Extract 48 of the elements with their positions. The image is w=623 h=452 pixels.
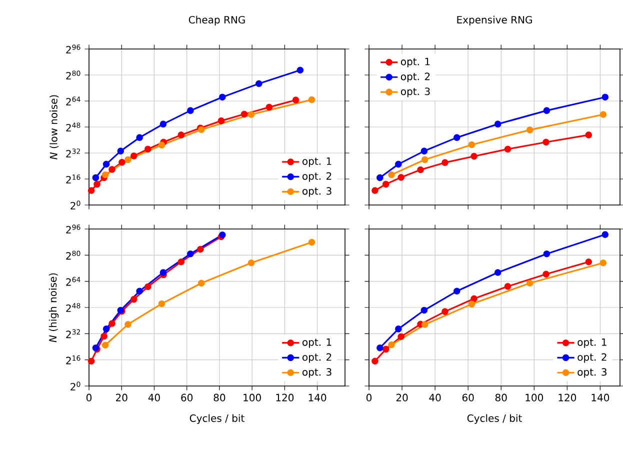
y-tick-label: 2$^{48}$ <box>66 122 80 132</box>
y-tick-label: 2$^{16}$ <box>66 174 80 184</box>
x-tick-label: 60 <box>462 394 474 402</box>
y-tick-label: 2$^{80}$ <box>66 250 80 260</box>
x-tick-label: 120 <box>558 394 576 402</box>
legend-label: opt. 3 <box>302 368 332 378</box>
x-tick-label: 140 <box>592 394 610 402</box>
y-tick-label: 2$^{64}$ <box>66 276 80 286</box>
y-tick-label: 2$^{64}$ <box>66 96 80 106</box>
x-tick-label: 20 <box>396 394 408 402</box>
y-tick-label: 2$^{0}$ <box>70 382 80 390</box>
x-tick-label: 100 <box>526 394 544 402</box>
chart-title: Expensive RNG <box>457 16 532 26</box>
x-tick-label: 60 <box>181 394 193 402</box>
y-tick-label: 2$^{32}$ <box>66 148 80 158</box>
x-tick-label: 0 <box>366 394 372 402</box>
y-axis-title: N (low noise) <box>50 95 59 160</box>
legend-label: opt. 3 <box>302 187 332 197</box>
legend-label: opt. 1 <box>400 58 430 68</box>
x-axis-title: Cycles / bit <box>467 414 522 424</box>
legend-label: opt. 2 <box>302 172 332 182</box>
legend-label: opt. 1 <box>578 338 606 348</box>
x-tick-label: 0 <box>86 394 92 402</box>
legend-label: opt. 2 <box>578 353 606 363</box>
x-tick-label: 40 <box>148 394 160 402</box>
x-tick-label: 80 <box>214 394 226 402</box>
y-tick-label: 2$^{16}$ <box>66 355 80 364</box>
y-tick-label: 2$^{96}$ <box>66 44 80 54</box>
x-axis-title: Cycles / bit <box>190 414 244 424</box>
legend-label: opt. 3 <box>578 368 606 378</box>
x-tick-label: 40 <box>429 394 441 402</box>
x-tick-label: 100 <box>244 394 261 402</box>
x-tick-label: 120 <box>276 394 294 402</box>
y-tick-label: 2$^{32}$ <box>66 329 80 338</box>
y-tick-label: 2$^{80}$ <box>66 70 80 80</box>
y-tick-label: 2$^{0}$ <box>70 200 80 210</box>
x-tick-label: 80 <box>495 394 507 402</box>
legend-label: opt. 1 <box>302 157 332 167</box>
legend-label: opt. 2 <box>400 72 430 82</box>
y-tick-label: 2$^{48}$ <box>66 303 80 312</box>
y-axis-title: N (high noise) <box>48 273 59 342</box>
legend-label: opt. 3 <box>400 88 430 98</box>
y-tick-label: 2$^{96}$ <box>66 224 80 234</box>
chart-title: Cheap RNG <box>188 16 245 26</box>
legend-label: opt. 1 <box>302 338 332 348</box>
legend-label: opt. 2 <box>302 353 332 363</box>
x-tick-label: 20 <box>116 394 128 402</box>
x-tick-label: 140 <box>308 394 326 402</box>
